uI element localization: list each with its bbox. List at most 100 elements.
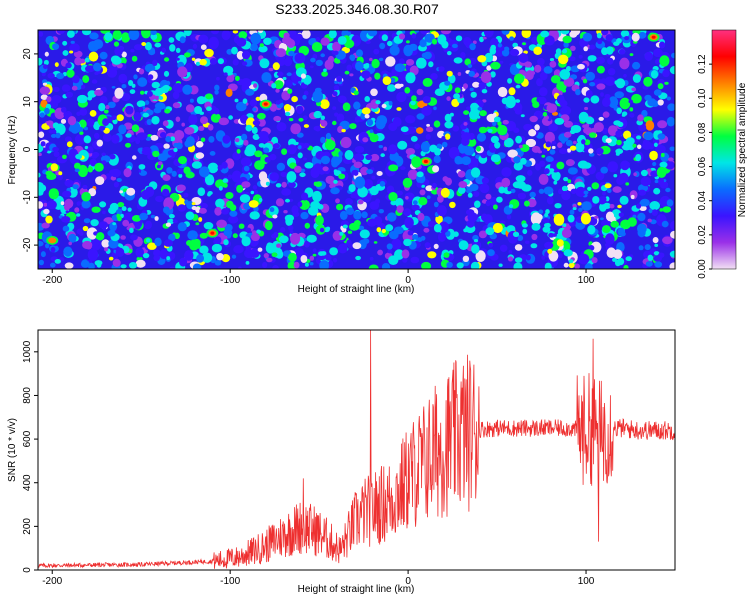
heatmap-cell [405, 72, 416, 84]
heatmap-cell [600, 217, 604, 221]
heatmap-cell [653, 142, 658, 147]
heatmap-cell [183, 192, 189, 198]
heatmap-cell [336, 113, 345, 122]
heatmap-cell [592, 196, 600, 204]
heatmap-cell [144, 63, 156, 73]
figure-title: S233.2025.346.08.30.R07 [275, 1, 439, 17]
heatmap-cell [402, 257, 408, 263]
heatmap-cell [48, 129, 54, 134]
heatmap-cell [394, 63, 406, 72]
heatmap-cell [615, 152, 620, 156]
heatmap-cell [161, 47, 166, 53]
heatmap-cell [517, 192, 527, 200]
colorbar-tick-label: 0.12 [697, 54, 708, 74]
heatmap-cell [157, 161, 163, 166]
heatmap-cell [321, 71, 328, 77]
heatmap-cell [86, 118, 95, 127]
heatmap-cell [458, 240, 469, 251]
heatmap-cell [234, 98, 239, 103]
heatmap-cell [109, 202, 119, 212]
heatmap-cell [497, 86, 508, 98]
heatmap-cell [534, 64, 542, 73]
heatmap-cell [544, 35, 555, 46]
heatmap-cell [532, 101, 540, 108]
heatmap-cell [298, 117, 304, 122]
heatmap-cell [515, 175, 526, 183]
heatmap-cell [481, 213, 488, 222]
colorbar-tick-label: 0.06 [697, 156, 708, 176]
heatmap-cell [583, 97, 590, 103]
heatmap-cell [325, 132, 332, 140]
heatmap-cell [112, 30, 122, 40]
heatmap-cell [600, 196, 607, 203]
heatmap-cell [658, 252, 665, 258]
heatmap-cell [253, 83, 258, 88]
heatmap-cell [618, 212, 624, 218]
heatmap-cell [259, 43, 264, 47]
heatmap-cell [469, 87, 474, 92]
heatmap-cell [339, 210, 348, 220]
heatmap-cell [513, 156, 521, 164]
heatmap-cell [463, 83, 468, 89]
heatmap-cell [338, 173, 346, 180]
heatmap-cell [377, 249, 383, 256]
heatmap-cell [289, 230, 294, 234]
heatmap-cell [102, 118, 110, 126]
heatmap-cell [536, 78, 543, 87]
heatmap-cell [122, 219, 130, 227]
heatmap-cell [554, 117, 565, 125]
heatmap-cell [272, 143, 280, 149]
heatmap-cell [538, 188, 545, 194]
heatmap-cell [497, 121, 502, 126]
heatmap-cell [175, 57, 180, 61]
heatmap-cell [416, 182, 422, 188]
colorbar-tick-label: 0.10 [697, 88, 708, 108]
heatmap-cell [92, 151, 100, 158]
heatmap-cell [235, 75, 240, 81]
heatmap-cell [332, 120, 337, 126]
heatmap-peak [263, 102, 268, 106]
heatmap-cell [600, 220, 611, 227]
heatmap-cell [391, 238, 402, 250]
heatmap-cell [82, 184, 88, 190]
heatmap-cell [53, 86, 60, 92]
heatmap-cell [200, 137, 206, 143]
heatmap-cell [321, 155, 330, 165]
heatmap-cell [313, 125, 320, 131]
heatmap-cell [38, 259, 45, 266]
heatmap-cell [63, 246, 73, 257]
heatmap-cell [461, 156, 472, 166]
heatmap-cell [222, 182, 228, 188]
heatmap-cell [182, 84, 193, 95]
heatmap-cell [192, 43, 198, 49]
heatmap-cell [269, 103, 278, 112]
heatmap-cell [195, 141, 204, 148]
heatmap-peak [651, 35, 656, 39]
heatmap-cell [594, 215, 599, 219]
heatmap-cell [216, 76, 220, 81]
heatmap-cell [604, 76, 616, 86]
heatmap-cell [403, 208, 412, 217]
heatmap-cell [498, 186, 506, 194]
heatmap-cell [199, 245, 209, 254]
heatmap-cell [346, 239, 352, 246]
heatmap-cell [346, 31, 351, 36]
heatmap-cell [596, 32, 602, 39]
heatmap-cell [150, 30, 157, 36]
heatmap-cell [299, 172, 306, 178]
heatmap-cell [371, 175, 376, 180]
heatmap-cell [381, 103, 387, 109]
heatmap-cell [135, 259, 146, 268]
heatmap-cell [539, 160, 546, 167]
heatmap-cell [296, 105, 304, 115]
heatmap-cell [112, 222, 117, 226]
heatmap-cell [150, 33, 158, 40]
heatmap-cell [354, 116, 361, 123]
heatmap-cell [229, 210, 238, 217]
heatmap-cell [81, 191, 91, 202]
heatmap-cell [150, 134, 159, 141]
heatmap-cell [530, 70, 536, 76]
heatmap-cell [482, 99, 487, 103]
heatmap-cell [457, 72, 462, 76]
heatmap-cell [462, 255, 470, 262]
